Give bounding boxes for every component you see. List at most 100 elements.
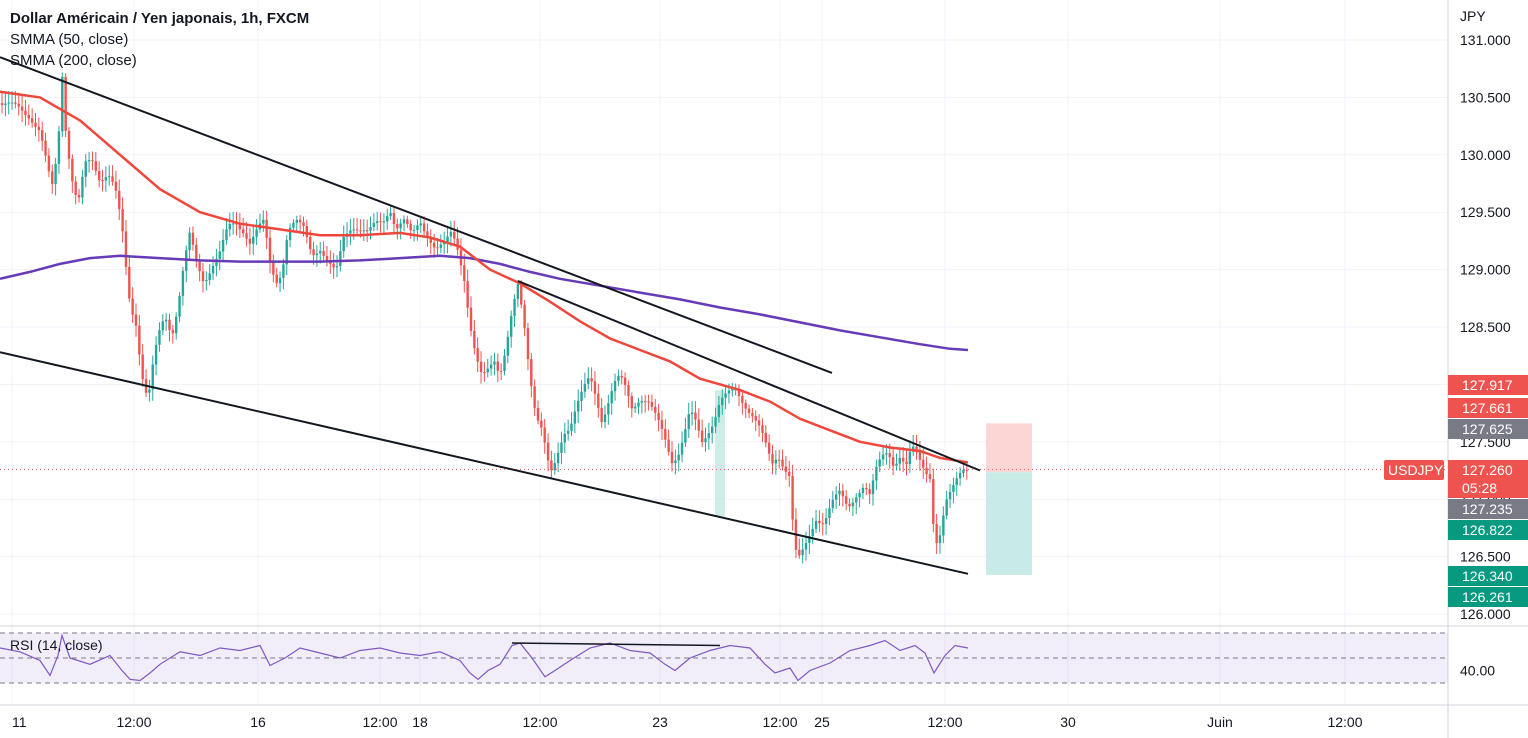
currency-label: JPY bbox=[1460, 8, 1486, 24]
candle-body bbox=[778, 459, 781, 461]
candle-body bbox=[369, 226, 372, 231]
rsi-indicator bbox=[0, 633, 969, 682]
candle-body bbox=[91, 160, 94, 162]
candle-body bbox=[154, 344, 158, 365]
time-tick-label: 18 bbox=[412, 714, 428, 730]
candle-body bbox=[510, 315, 513, 337]
smma-200-legend: SMMA (200, close) bbox=[10, 52, 137, 69]
candle-body bbox=[124, 231, 128, 267]
candle-body bbox=[108, 176, 111, 178]
candle-body bbox=[392, 212, 396, 224]
candle-body bbox=[205, 280, 208, 282]
candle-body bbox=[265, 219, 268, 238]
candle-body bbox=[201, 271, 205, 282]
time-tick-label: 30 bbox=[1060, 714, 1076, 730]
candle-body bbox=[489, 364, 493, 369]
candle-body bbox=[587, 378, 590, 384]
candles bbox=[0, 72, 968, 564]
candle-body bbox=[932, 479, 935, 525]
candle-body bbox=[881, 454, 885, 460]
candle-body bbox=[298, 219, 302, 223]
price-tag: 126.261 bbox=[1448, 587, 1528, 607]
candle-body bbox=[242, 229, 245, 234]
candle-body bbox=[302, 222, 305, 227]
moving-averages bbox=[0, 90, 969, 464]
candle-body bbox=[44, 140, 47, 156]
candle-body bbox=[178, 295, 181, 317]
candle-body bbox=[17, 103, 20, 107]
time-tick-label: 12:00 bbox=[522, 714, 557, 730]
candle-body bbox=[731, 389, 734, 391]
candle-body bbox=[818, 520, 821, 524]
time-axis[interactable]: 11 12:00 16 12:00 18 12:00 23 12:00 25 12:00 30 Jui… bbox=[12, 714, 1363, 730]
candle-body bbox=[268, 237, 272, 263]
candle-body bbox=[804, 543, 808, 550]
trend-lines[interactable] bbox=[0, 56, 981, 575]
candle-body bbox=[352, 229, 355, 231]
candle-body bbox=[737, 389, 741, 396]
position-zones bbox=[0, 390, 1448, 575]
candle-body bbox=[711, 426, 714, 434]
candle-body bbox=[838, 490, 841, 495]
candle-body bbox=[791, 476, 794, 520]
price-tick-label: 129.000 bbox=[1460, 262, 1511, 278]
rsi-line bbox=[0, 633, 969, 682]
time-tick-label: 25 bbox=[814, 714, 830, 730]
candle-body bbox=[938, 535, 942, 543]
candle-body bbox=[446, 236, 449, 243]
candle-body bbox=[861, 487, 865, 493]
candle-body bbox=[376, 221, 379, 224]
candle-body bbox=[456, 238, 459, 250]
candle-body bbox=[295, 219, 298, 223]
candle-body bbox=[399, 223, 402, 229]
smma-200-line bbox=[0, 254, 969, 352]
candle-body bbox=[654, 406, 657, 413]
candle-body bbox=[771, 453, 774, 464]
candle-body bbox=[84, 161, 87, 177]
candle-body bbox=[814, 520, 818, 529]
candle-body bbox=[493, 361, 496, 365]
candle-body bbox=[379, 221, 382, 223]
candle-body bbox=[419, 223, 422, 226]
candle-body bbox=[439, 244, 443, 248]
candle-body bbox=[34, 122, 37, 127]
candle-body bbox=[4, 103, 7, 106]
candle-body bbox=[208, 273, 211, 281]
candle-body bbox=[171, 330, 175, 334]
candle-body bbox=[774, 459, 778, 464]
candle-body bbox=[583, 383, 587, 392]
price-tag-value: 126.340 bbox=[1462, 568, 1513, 584]
price-tag: 127.917 bbox=[1448, 375, 1528, 395]
candle-body bbox=[396, 223, 399, 229]
candle-body bbox=[754, 415, 757, 421]
candle-body bbox=[660, 420, 664, 429]
price-tick-label: 131.000 bbox=[1460, 32, 1511, 48]
candle-body bbox=[77, 194, 81, 198]
candle-body bbox=[600, 407, 603, 422]
price-tick-label: 126.000 bbox=[1460, 606, 1511, 622]
candle-body bbox=[536, 407, 540, 421]
candle-body bbox=[885, 453, 888, 455]
candle-body bbox=[670, 451, 674, 464]
candle-body bbox=[94, 161, 97, 171]
candle-body bbox=[901, 457, 905, 462]
candle-body bbox=[7, 102, 10, 104]
candle-body bbox=[74, 181, 77, 195]
candle-body bbox=[275, 274, 278, 284]
candle-body bbox=[516, 284, 520, 299]
candle-body bbox=[349, 230, 352, 234]
candle-body bbox=[158, 330, 161, 345]
candle-body bbox=[111, 176, 114, 182]
candle-body bbox=[868, 489, 871, 495]
candle-body bbox=[647, 401, 650, 403]
candle-body bbox=[47, 155, 51, 172]
price-tag-bg bbox=[1448, 419, 1528, 439]
price-tags: 127.917127.661127.625127.26005:28USDJPY1… bbox=[1384, 375, 1528, 607]
candle-body bbox=[707, 433, 711, 439]
candle-body bbox=[580, 391, 583, 401]
candle-body bbox=[570, 423, 573, 431]
candle-body bbox=[918, 452, 922, 460]
price-tag-value: 127.260 bbox=[1462, 462, 1513, 478]
candle-body bbox=[272, 262, 275, 275]
